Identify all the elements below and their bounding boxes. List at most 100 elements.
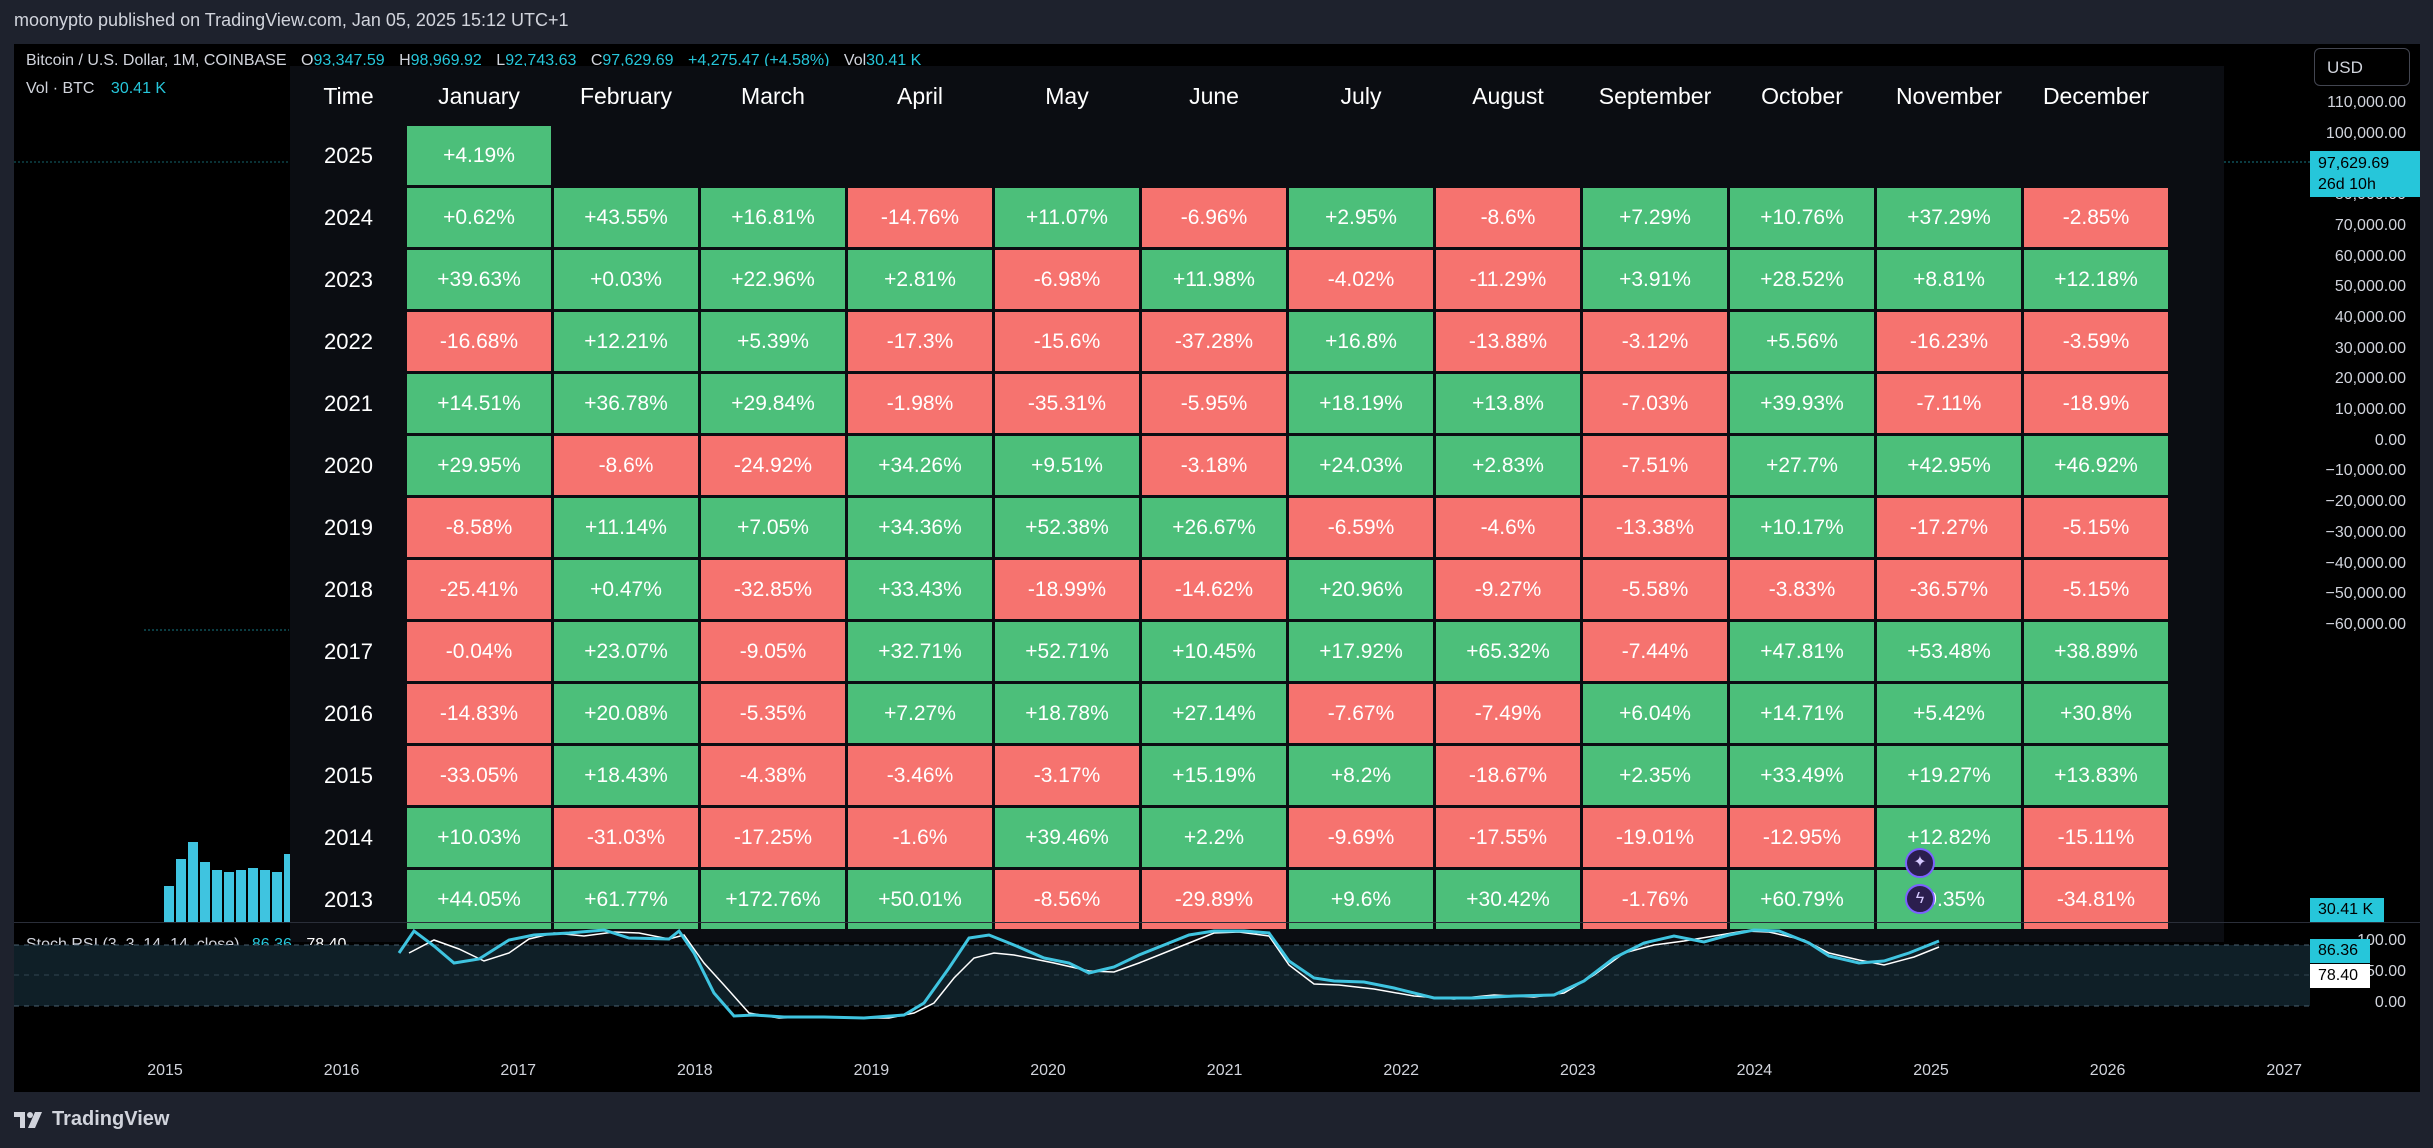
return-cell: +29.95% bbox=[407, 436, 551, 495]
return-cell: +2.2% bbox=[1142, 808, 1286, 867]
return-cell: -14.83% bbox=[407, 684, 551, 743]
stoch-rsi-pane[interactable] bbox=[14, 923, 2310, 1043]
low-value: 92,743.63 bbox=[505, 52, 577, 69]
return-cell: +7.29% bbox=[1583, 188, 1727, 247]
return-cell: +39.46% bbox=[995, 808, 1139, 867]
bar-countdown: 26d 10h bbox=[2318, 176, 2376, 193]
return-cell: +2.95% bbox=[1289, 188, 1433, 247]
return-cell: -5.58% bbox=[1583, 560, 1727, 619]
return-cell: -13.88% bbox=[1436, 312, 1580, 371]
volume-legend[interactable]: Vol · BTC 30.41 K bbox=[26, 80, 166, 98]
low-label: L bbox=[496, 52, 506, 69]
last-price-value: 97,629.69 bbox=[2318, 155, 2390, 172]
year-cell: 2024 bbox=[324, 204, 373, 230]
return-cell: -8.58% bbox=[407, 498, 551, 557]
return-cell: +4.19% bbox=[407, 126, 551, 185]
return-cell: +18.43% bbox=[554, 746, 698, 805]
return-cell: +19.27% bbox=[1877, 746, 2021, 805]
return-cell: -4.02% bbox=[1289, 250, 1433, 309]
return-cell: -3.12% bbox=[1583, 312, 1727, 371]
return-cell: -3.17% bbox=[995, 746, 1139, 805]
return-cell: +12.82% bbox=[1877, 808, 2021, 867]
chart-area[interactable]: Bitcoin / U.S. Dollar, 1M, COINBASE O93,… bbox=[14, 44, 2420, 1092]
seasonality-table-panel: Time January February March April May June July… bbox=[290, 66, 2224, 942]
price-scale[interactable]: 110,000.00100,000.0090,000.0080,000.0070… bbox=[2310, 44, 2420, 1092]
tradingview-logo[interactable]: TradingView bbox=[14, 1108, 169, 1131]
column-header-april: April bbox=[896, 82, 943, 109]
tradingview-logo-icon bbox=[14, 1111, 42, 1128]
return-cell: -17.27% bbox=[1877, 498, 2021, 557]
return-cell: +0.62% bbox=[407, 188, 551, 247]
return-cell: +2.81% bbox=[848, 250, 992, 309]
year-cell: 2017 bbox=[324, 638, 373, 664]
symbol-legend[interactable]: Bitcoin / U.S. Dollar, 1M, COINBASE O93,… bbox=[26, 52, 931, 70]
return-cell: +52.38% bbox=[995, 498, 1139, 557]
return-cell: -31.03% bbox=[554, 808, 698, 867]
price-tick: −60,000.00 bbox=[2325, 615, 2406, 633]
return-cell: +16.8% bbox=[1289, 312, 1433, 371]
return-cell bbox=[1436, 126, 1580, 185]
return-cell: -16.23% bbox=[1877, 312, 2021, 371]
return-cell: -6.96% bbox=[1142, 188, 1286, 247]
return-cell: -17.3% bbox=[848, 312, 992, 371]
return-cell: +13.8% bbox=[1436, 374, 1580, 433]
volume-bars bbox=[144, 629, 290, 922]
return-cell: -1.6% bbox=[848, 808, 992, 867]
return-cell: +2.83% bbox=[1436, 436, 1580, 495]
return-cell: -17.25% bbox=[701, 808, 845, 867]
price-tick: 70,000.00 bbox=[2334, 216, 2406, 234]
return-cell: -14.76% bbox=[848, 188, 992, 247]
return-cell: -18.99% bbox=[995, 560, 1139, 619]
column-header-time: Time bbox=[323, 82, 374, 109]
return-cell: -9.69% bbox=[1289, 808, 1433, 867]
table-row: 2024 +0.62% +43.55% +16.81% -14.76% +11.07% -6… bbox=[293, 188, 2168, 247]
time-axis-label: 2025 bbox=[1913, 1062, 1949, 1079]
return-cell: +3.91% bbox=[1583, 250, 1727, 309]
return-cell: -1.98% bbox=[848, 374, 992, 433]
currency-selector-button[interactable]: USD bbox=[2314, 48, 2410, 86]
return-cell: -2.85% bbox=[2024, 188, 2168, 247]
return-cell: +47.81% bbox=[1730, 622, 1874, 681]
price-line bbox=[2224, 161, 2314, 163]
publish-info: moonypto published on TradingView.com, J… bbox=[14, 10, 569, 30]
time-axis-label: 2024 bbox=[1736, 1062, 1773, 1079]
return-cell: +32.71% bbox=[848, 622, 992, 681]
year-cell: 2014 bbox=[324, 824, 373, 850]
column-header-may: May bbox=[1045, 82, 1089, 109]
price-tick: 10,000.00 bbox=[2334, 401, 2406, 418]
column-header-july: July bbox=[1340, 82, 1382, 109]
return-cell: +34.26% bbox=[848, 436, 992, 495]
high-label: H bbox=[399, 52, 411, 69]
return-cell: -11.29% bbox=[1436, 250, 1580, 309]
return-cell bbox=[1877, 126, 2021, 185]
return-cell: +6.04% bbox=[1583, 684, 1727, 743]
return-cell: -14.62% bbox=[1142, 560, 1286, 619]
return-cell bbox=[1142, 126, 1286, 185]
return-cell bbox=[848, 126, 992, 185]
return-cell: +0.03% bbox=[554, 250, 698, 309]
return-cell: +16.81% bbox=[701, 188, 845, 247]
return-cell: -7.11% bbox=[1877, 374, 2021, 433]
time-axis-label: 2020 bbox=[1030, 1062, 1066, 1079]
return-cell: +22.96% bbox=[701, 250, 845, 309]
time-axis-label: 2019 bbox=[853, 1062, 890, 1079]
lightning-marker-icon[interactable]: ϟ bbox=[1905, 884, 1935, 914]
time-axis-label: 2022 bbox=[1383, 1062, 1419, 1079]
pane-separator[interactable] bbox=[14, 922, 2420, 923]
return-cell: -7.49% bbox=[1436, 684, 1580, 743]
brand-name: TradingView bbox=[52, 1108, 170, 1130]
return-cell: -37.28% bbox=[1142, 312, 1286, 371]
return-cell bbox=[1583, 126, 1727, 185]
return-cell: +26.67% bbox=[1142, 498, 1286, 557]
return-cell: -18.9% bbox=[2024, 374, 2168, 433]
return-cell: -3.59% bbox=[2024, 312, 2168, 371]
sparkle-marker-icon[interactable]: ✦ bbox=[1905, 848, 1935, 878]
publish-header: moonypto published on TradingView.com, J… bbox=[0, 0, 2433, 44]
return-cell: +33.43% bbox=[848, 560, 992, 619]
return-cell: +7.05% bbox=[701, 498, 845, 557]
time-axis-label: 2017 bbox=[500, 1062, 536, 1079]
return-cell: +50.01% bbox=[848, 870, 992, 929]
return-cell: +24.03% bbox=[1289, 436, 1433, 495]
return-cell: -1.76% bbox=[1583, 870, 1727, 929]
year-cell: 2025 bbox=[324, 142, 373, 168]
